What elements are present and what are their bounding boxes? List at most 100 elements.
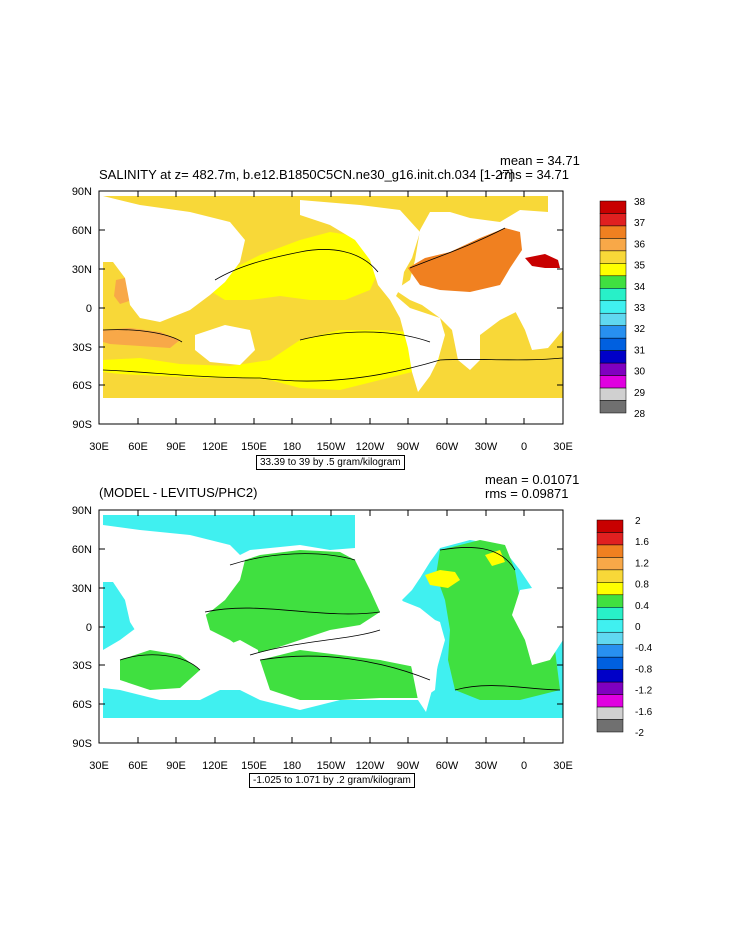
- panel1-lon-label: 150E: [241, 441, 267, 453]
- panel2-contour: [439, 546, 516, 571]
- panel2-contour: [229, 553, 356, 566]
- panel1-colorbar-swatch: [599, 387, 627, 401]
- panel2-colorbar-swatch: [596, 681, 624, 695]
- panel2-caption: -1.025 to 1.071 by .2 gram/kilogram: [249, 773, 415, 788]
- panel1-land-asia: [103, 196, 245, 322]
- panel2-contour: [259, 655, 431, 681]
- panel1-colorbar-swatch: [599, 362, 627, 376]
- panel2-lat-label: 30S: [72, 660, 92, 672]
- panel2-colorbar-label: -0.4: [635, 643, 653, 654]
- panel1-colorbar-swatch: [599, 225, 627, 239]
- panel2-colorbar-swatch: [596, 631, 624, 645]
- panel1-atlantic-orange: [408, 228, 522, 292]
- panel2-green-atlantic: [436, 540, 560, 700]
- panel1-colorbar-swatch: [599, 325, 627, 339]
- panel1-lat-label: 60N: [72, 225, 92, 237]
- panel2-colorbar-swatch: [596, 544, 624, 558]
- panel2-green-pacific: [205, 550, 380, 655]
- panel2-land-greenland: [470, 515, 535, 540]
- panel1-colorbar-swatch: [599, 350, 627, 364]
- panel1-contour: [102, 359, 441, 382]
- panel2-colorbar: 2 1.6 1.2 0.8 0.4 0 -0.4 -0.8 -1.2 -1.6 -2: [596, 516, 653, 739]
- panel2-contour: [454, 685, 561, 691]
- panel1-contour: [439, 357, 564, 361]
- panel2-title: (MODEL - LEVITUS/PHC2): [99, 485, 258, 500]
- panel1-colorbar-swatch: [599, 400, 627, 414]
- panel1-lon-label: 150W: [317, 441, 346, 453]
- panel1-colorbar-swatch: [599, 375, 627, 389]
- panel2-lon-label: 120E: [202, 760, 228, 772]
- panel1-lon-label: 60W: [436, 441, 459, 453]
- panel2-colorbar-swatch: [596, 569, 624, 583]
- panel2-lon-label: 30W: [475, 760, 498, 772]
- panel1-colorbar-label: 38: [634, 197, 646, 208]
- panel2-colorbar-swatch: [596, 619, 624, 633]
- panel2-colorbar-swatch: [596, 519, 624, 533]
- panel2-colorbar-swatch: [596, 656, 624, 670]
- panel2-contour: [204, 607, 381, 615]
- panel1-colorbar-label: 31: [634, 345, 646, 356]
- panel1-colorbar-label: 34: [634, 282, 646, 293]
- panel1-contour: [102, 329, 183, 343]
- panel2-colorbar-label: 0: [635, 622, 641, 633]
- panel2-colorbar-swatch: [596, 582, 624, 596]
- panel1-contour: [409, 227, 506, 269]
- panel2-colorbar-swatch: [596, 719, 624, 733]
- panel2-yellow-spot: [485, 550, 505, 566]
- panel1-colorbar-swatch: [599, 238, 627, 252]
- panel2-colorbar-swatch: [596, 706, 624, 720]
- panel1-contour: [214, 249, 379, 281]
- panel1-lon-label: 60E: [128, 441, 148, 453]
- panel2-lat-label: 30N: [72, 583, 92, 595]
- panel2-colorbar-label: 1.6: [635, 537, 649, 548]
- panel1-lon-label: 30W: [475, 441, 498, 453]
- panel1-lat-label: 30N: [72, 264, 92, 276]
- panel1-title: SALINITY at z= 482.7m, b.e12.B1850C5CN.n…: [99, 167, 514, 182]
- panel2-lat-label: 0: [86, 622, 92, 634]
- panel2-rms: rms = 0.09871: [485, 486, 569, 501]
- panel2-colorbar-swatch: [596, 532, 624, 546]
- panel1-mean: mean = 34.71: [500, 153, 580, 168]
- panel2-land-americas: [355, 515, 445, 712]
- panel2-contour: [119, 654, 201, 671]
- panel2-colorbar-label: 0.8: [635, 580, 649, 591]
- panel2-lon-label: 90E: [166, 760, 186, 772]
- panel2-lon-label: 0: [521, 760, 527, 772]
- panel2-colorbar-swatch: [596, 594, 624, 608]
- panel1-lon-label: 120W: [356, 441, 385, 453]
- panel2-map: 90N 60N 30N 0 30S 60S 90S 30E 60E 90E 12…: [72, 505, 653, 772]
- panel1-colorbar-swatch: [599, 213, 627, 227]
- panel1-map: 90N 60N 30N 0 30S 60S 90S 30E 60E 90E 12…: [72, 186, 646, 453]
- panel1-colorbar-label: 29: [634, 388, 646, 399]
- panel2-lat-label: 90N: [72, 505, 92, 517]
- panel2-colorbar-label: 0.4: [635, 601, 649, 612]
- panel1-colorbar-label: 36: [634, 239, 646, 250]
- panel1-rms: rms = 34.71: [500, 167, 570, 182]
- panel1-lon-label: 0: [521, 441, 527, 453]
- panel2-lon-label: 180: [283, 760, 301, 772]
- panel2-mean: mean = 0.01071: [485, 472, 580, 487]
- panel1-land-antarctica: [103, 398, 563, 424]
- panel2-lat-label: 90S: [72, 738, 92, 750]
- panel1-colorbar-swatch: [599, 275, 627, 289]
- panel1-colorbar-swatch: [599, 250, 627, 264]
- panel1-land-australia: [195, 325, 255, 365]
- panel2-lat-label: 60S: [72, 699, 92, 711]
- panel1-ticks: [98, 190, 564, 425]
- panel1-lat-label: 90N: [72, 186, 92, 198]
- panel2-lon-label: 30E: [89, 760, 109, 772]
- panel2-green-indian: [120, 650, 200, 690]
- panel2-lon-label: 60E: [128, 760, 148, 772]
- panel2-colorbar-label: -1.2: [635, 686, 653, 697]
- panel2-land-australia: [212, 640, 260, 680]
- panel1-colorbar-swatch: [599, 200, 627, 214]
- panel2-lon-label: 150W: [317, 760, 346, 772]
- panel1-land-americas: [300, 200, 445, 392]
- panel2-ticks: [99, 510, 563, 743]
- panel2-colorbar-swatch: [596, 607, 624, 621]
- panel2-colorbar-label: 1.2: [635, 558, 649, 569]
- panel2-yellow-spot: [425, 570, 460, 588]
- panel2-lat-label: 60N: [72, 544, 92, 556]
- panel2-contour: [249, 629, 381, 656]
- panel2-colorbar-swatch: [596, 557, 624, 571]
